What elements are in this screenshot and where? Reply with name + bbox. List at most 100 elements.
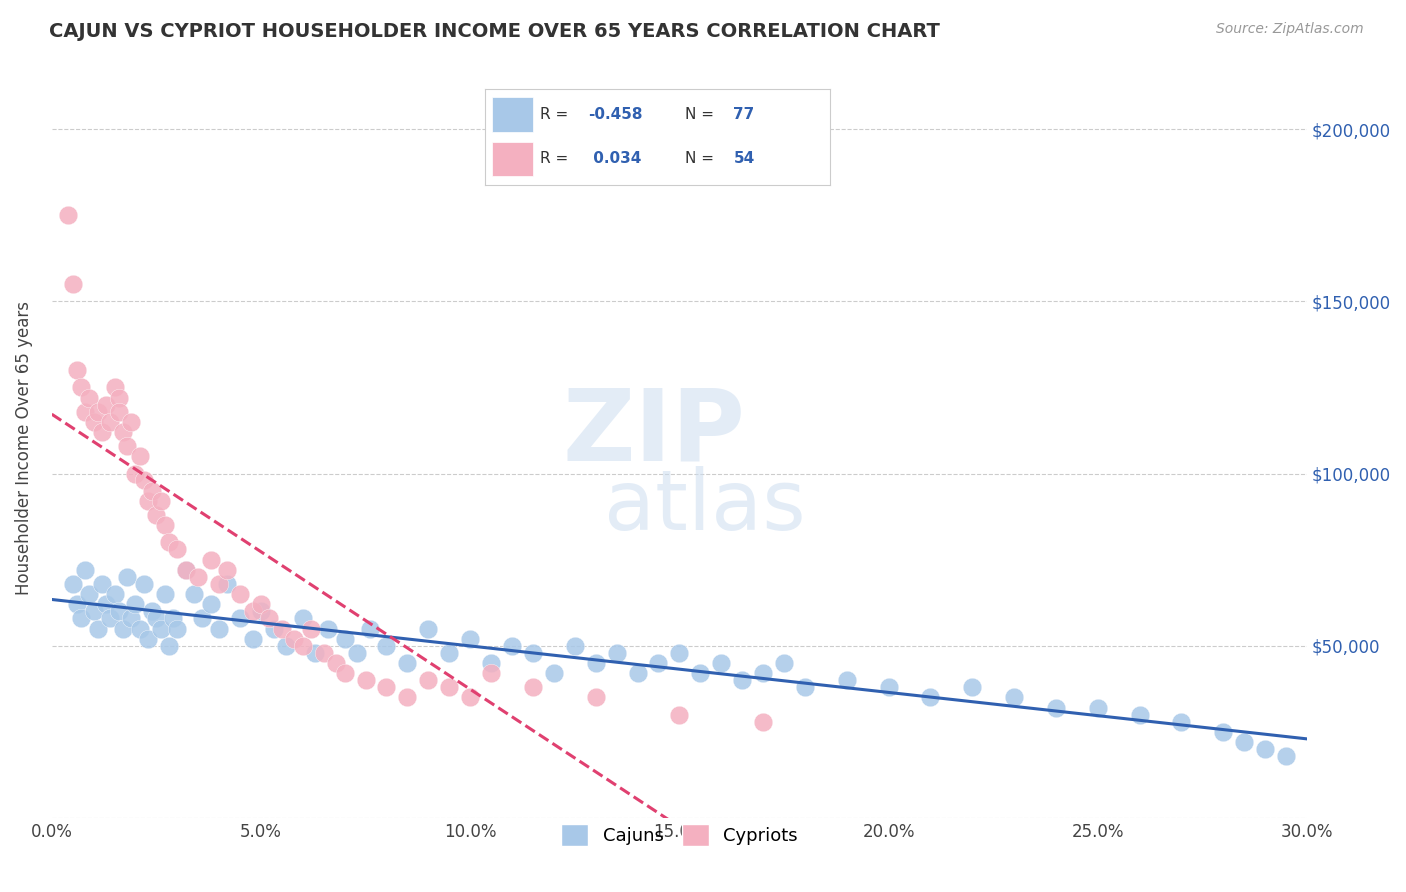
Point — [111, 425, 134, 440]
Point — [124, 598, 146, 612]
Point — [132, 474, 155, 488]
Point — [111, 622, 134, 636]
Point — [731, 673, 754, 688]
Point — [83, 415, 105, 429]
Point — [606, 646, 628, 660]
Point — [396, 656, 419, 670]
Point — [157, 535, 180, 549]
Point — [375, 680, 398, 694]
Point — [94, 398, 117, 412]
Text: atlas: atlas — [603, 467, 806, 548]
Point — [145, 611, 167, 625]
Point — [183, 587, 205, 601]
Text: ZIP: ZIP — [562, 384, 745, 482]
Point — [877, 680, 900, 694]
Point — [149, 622, 172, 636]
Point — [291, 639, 314, 653]
Point — [522, 680, 544, 694]
Point — [141, 483, 163, 498]
Point — [242, 604, 264, 618]
Point — [107, 404, 129, 418]
Point — [103, 380, 125, 394]
Point — [312, 646, 335, 660]
Point — [115, 439, 138, 453]
Point — [75, 563, 97, 577]
Point — [1254, 742, 1277, 756]
Point — [79, 587, 101, 601]
Point — [149, 494, 172, 508]
Point — [304, 646, 326, 660]
Point — [418, 673, 440, 688]
Point — [1002, 690, 1025, 705]
Point — [75, 404, 97, 418]
Point — [250, 604, 273, 618]
Point — [1170, 714, 1192, 729]
Point — [250, 598, 273, 612]
Point — [174, 563, 197, 577]
Point — [501, 639, 523, 653]
Point — [200, 598, 222, 612]
Point — [70, 380, 93, 394]
Point — [62, 577, 84, 591]
Point — [1233, 735, 1256, 749]
Point — [58, 208, 80, 222]
Point — [66, 598, 89, 612]
Point — [162, 611, 184, 625]
Point — [124, 467, 146, 481]
Point — [115, 570, 138, 584]
Point — [479, 666, 502, 681]
Point — [396, 690, 419, 705]
Text: CAJUN VS CYPRIOT HOUSEHOLDER INCOME OVER 65 YEARS CORRELATION CHART: CAJUN VS CYPRIOT HOUSEHOLDER INCOME OVER… — [49, 22, 941, 41]
Point — [1129, 707, 1152, 722]
Point — [283, 632, 305, 646]
Point — [962, 680, 984, 694]
Point — [70, 611, 93, 625]
Point — [626, 666, 648, 681]
Point — [145, 508, 167, 522]
Point — [87, 404, 110, 418]
Point — [920, 690, 942, 705]
Point — [120, 415, 142, 429]
Point — [479, 656, 502, 670]
Point — [62, 277, 84, 292]
Point — [242, 632, 264, 646]
Point — [439, 680, 461, 694]
Point — [200, 552, 222, 566]
Point — [98, 611, 121, 625]
Point — [136, 494, 159, 508]
Point — [229, 587, 252, 601]
Point — [752, 714, 775, 729]
Point — [136, 632, 159, 646]
Point — [333, 666, 356, 681]
Point — [79, 391, 101, 405]
Point — [259, 611, 281, 625]
Point — [191, 611, 214, 625]
Point — [107, 391, 129, 405]
Point — [132, 577, 155, 591]
Point — [668, 707, 690, 722]
Point — [418, 622, 440, 636]
Text: Source: ZipAtlas.com: Source: ZipAtlas.com — [1216, 22, 1364, 37]
Point — [153, 587, 176, 601]
Point — [208, 622, 231, 636]
Point — [439, 646, 461, 660]
Point — [564, 639, 586, 653]
Point — [166, 542, 188, 557]
Point — [710, 656, 733, 670]
Point — [585, 690, 607, 705]
Point — [174, 563, 197, 577]
Point — [128, 622, 150, 636]
Point — [217, 563, 239, 577]
Point — [91, 577, 114, 591]
Point — [1275, 749, 1298, 764]
Point — [270, 622, 292, 636]
Point — [229, 611, 252, 625]
Point — [1212, 725, 1234, 739]
Y-axis label: Householder Income Over 65 years: Householder Income Over 65 years — [15, 301, 32, 595]
Point — [668, 646, 690, 660]
Point — [585, 656, 607, 670]
Point — [543, 666, 565, 681]
Point — [107, 604, 129, 618]
Point — [157, 639, 180, 653]
Point — [128, 450, 150, 464]
